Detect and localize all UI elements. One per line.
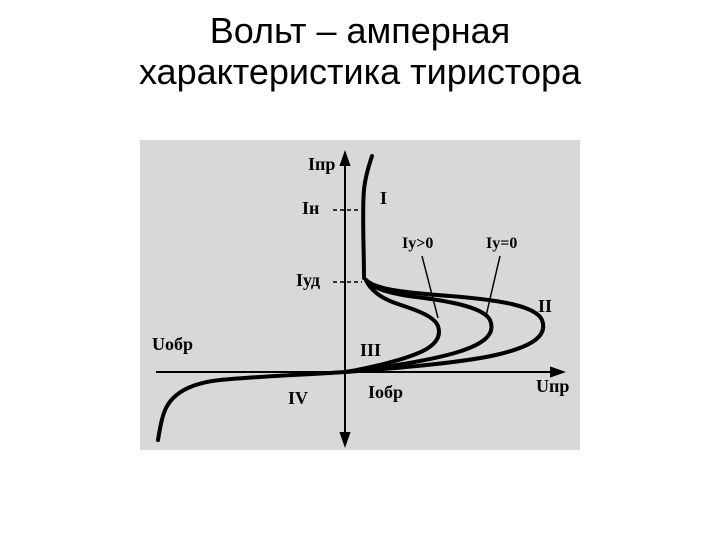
svg-text:I: I: [380, 188, 387, 208]
iv-chart: IпрIнIудUобрIобрUпрIIIIIIIVIу>0Iу=0: [140, 140, 580, 450]
svg-text:Uобр: Uобр: [152, 334, 193, 354]
svg-text:II: II: [538, 296, 552, 316]
svg-text:Iобр: Iобр: [368, 382, 403, 402]
title-line1: Вольт – амперная: [210, 10, 510, 51]
svg-text:Iпр: Iпр: [308, 154, 335, 174]
svg-text:Iн: Iн: [302, 198, 319, 218]
title-line2: характеристика тиристора: [139, 51, 581, 92]
svg-text:IV: IV: [288, 388, 308, 408]
svg-text:Iу=0: Iу=0: [486, 235, 517, 252]
svg-text:Iу>0: Iу>0: [402, 235, 433, 252]
svg-text:III: III: [360, 340, 381, 360]
slide-title: Вольт – амперная характеристика тиристор…: [0, 10, 720, 93]
svg-text:Uпр: Uпр: [536, 376, 569, 396]
chart-background: [140, 140, 580, 450]
svg-text:Iуд: Iуд: [296, 270, 320, 290]
